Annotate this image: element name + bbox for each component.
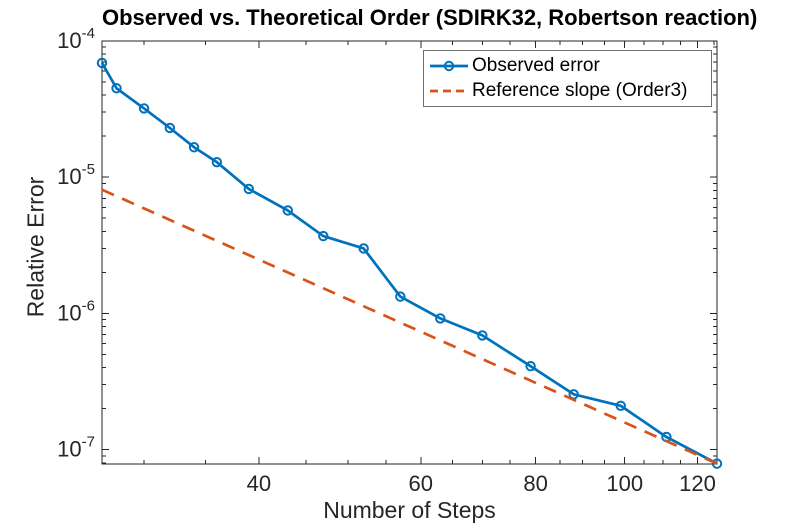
legend-label: Reference slope (Order3) bbox=[472, 80, 688, 102]
svg-text:120: 120 bbox=[679, 471, 716, 496]
x-axis-label: Number of Steps bbox=[323, 497, 496, 523]
svg-text:40: 40 bbox=[247, 471, 271, 496]
y-axis-label: Relative Error bbox=[22, 176, 49, 318]
dashed-line-icon bbox=[430, 89, 468, 93]
svg-text:80: 80 bbox=[523, 471, 547, 496]
svg-text:10-5: 10-5 bbox=[57, 161, 95, 189]
legend-item-observed-error: Observed error bbox=[429, 53, 707, 78]
svg-text:10-6: 10-6 bbox=[57, 297, 95, 325]
legend: Observed error Reference slope (Order3) bbox=[423, 50, 712, 107]
legend-label: Observed error bbox=[472, 54, 600, 76]
chart-title: Observed vs. Theoretical Order (SDIRK32,… bbox=[102, 5, 758, 30]
legend-item-reference-slope: Reference slope (Order3) bbox=[429, 79, 707, 104]
solid-line-marker-icon bbox=[430, 60, 468, 72]
svg-text:10-7: 10-7 bbox=[57, 434, 95, 462]
svg-text:100: 100 bbox=[606, 471, 643, 496]
svg-text:10-4: 10-4 bbox=[57, 25, 95, 53]
svg-text:60: 60 bbox=[409, 471, 433, 496]
